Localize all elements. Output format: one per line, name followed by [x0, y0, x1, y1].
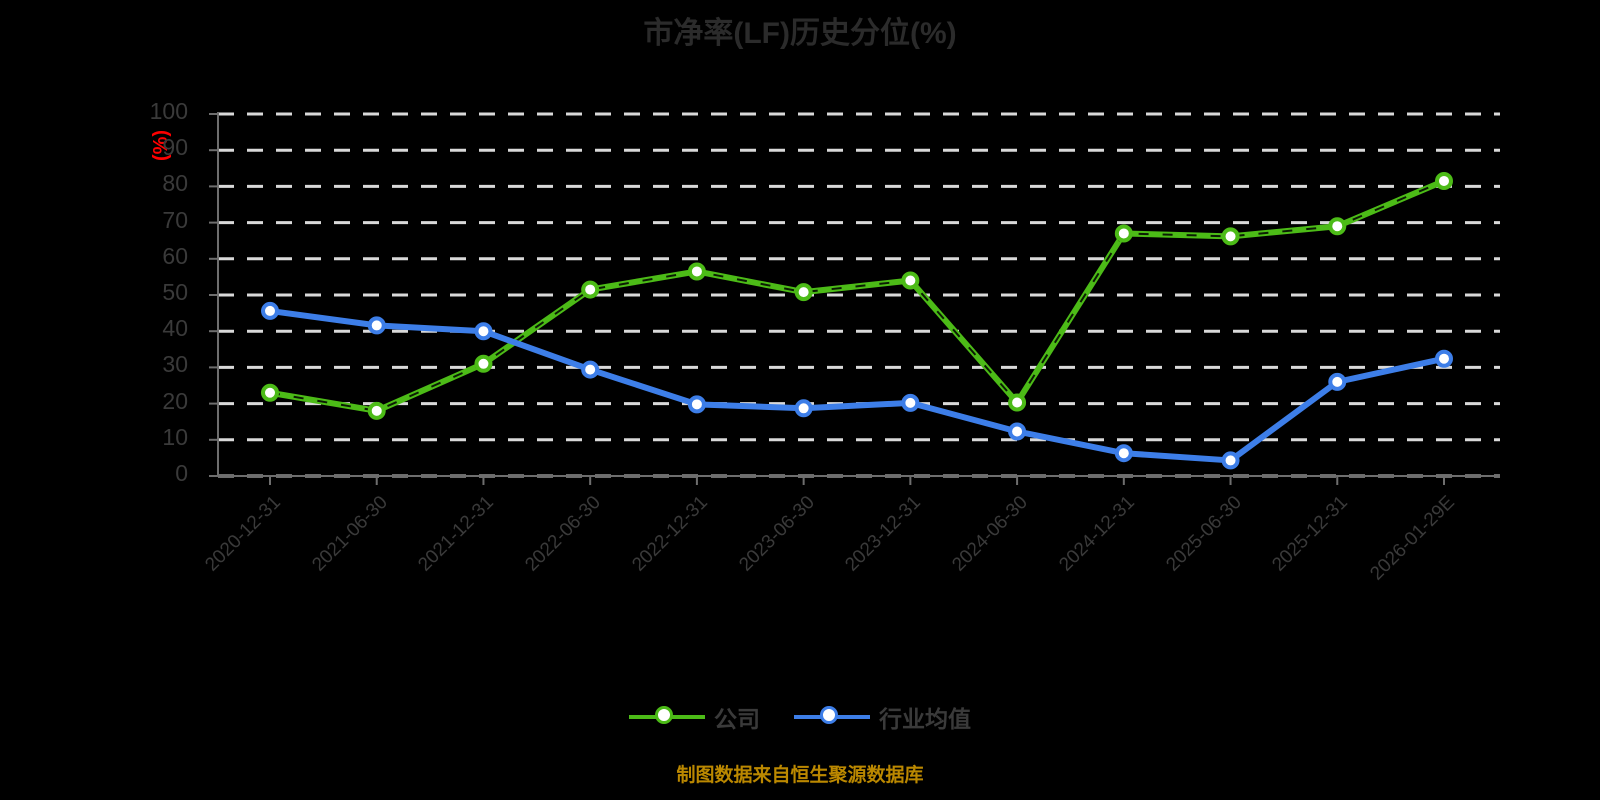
- data-point-marker: [367, 401, 386, 420]
- data-point-marker: [1221, 451, 1240, 470]
- y-axis-tick-label: 40: [162, 315, 188, 342]
- chart-title: 市净率(LF)历史分位(%): [643, 17, 957, 50]
- chart-legend: 公司 行业均值: [0, 700, 1600, 734]
- legend-item-company[interactable]: 公司: [629, 700, 760, 734]
- data-point-marker: [794, 399, 813, 418]
- data-point-marker: [474, 322, 493, 341]
- y-axis-tick-label: 100: [149, 98, 188, 124]
- legend-swatch-industry-average: [794, 704, 870, 730]
- data-point-marker: [687, 395, 706, 414]
- data-point-marker: [901, 393, 920, 412]
- source-note: 制图数据来自恒生聚源数据库: [676, 765, 924, 786]
- y-axis-tick-label: 90: [162, 134, 188, 161]
- legend-label-industry-average: 行业均值: [879, 706, 971, 732]
- series-line-dash-overlay-company: [269, 180, 1445, 412]
- data-point-marker: [261, 301, 279, 320]
- data-point-marker: [687, 262, 706, 281]
- legend-swatch-company: [629, 704, 705, 730]
- data-point-marker: [367, 316, 386, 335]
- data-point-marker: [1435, 349, 1453, 368]
- y-axis-tick-label: 0: [175, 460, 188, 486]
- data-point-marker: [1221, 227, 1240, 246]
- data-point-marker: [1008, 422, 1027, 441]
- y-axis-tick-label: 70: [162, 206, 188, 233]
- y-axis-tick-label: 10: [162, 423, 188, 450]
- data-point-marker: [794, 283, 813, 302]
- legend-label-company: 公司: [714, 706, 760, 732]
- data-point-marker: [581, 280, 600, 299]
- data-point-marker: [1328, 217, 1347, 236]
- y-axis-tick-label: 20: [162, 387, 188, 414]
- y-axis-tick-label: 50: [162, 279, 188, 305]
- data-point-marker: [1328, 372, 1347, 391]
- data-point-marker: [261, 383, 279, 402]
- data-point-marker: [1008, 393, 1027, 412]
- y-axis-tick-label: 80: [162, 170, 188, 197]
- data-point-marker: [474, 354, 493, 373]
- y-axis-tick-label: 60: [162, 242, 188, 269]
- legend-item-industry-average[interactable]: 行业均值: [794, 700, 971, 734]
- data-point-marker: [581, 360, 600, 379]
- data-point-marker: [1114, 224, 1133, 243]
- series-line-industry-average: [267, 307, 1447, 464]
- data-point-marker: [1435, 171, 1453, 190]
- data-point-marker: [1114, 444, 1133, 463]
- y-axis-tick-label: 30: [162, 351, 188, 378]
- data-point-marker: [901, 271, 920, 290]
